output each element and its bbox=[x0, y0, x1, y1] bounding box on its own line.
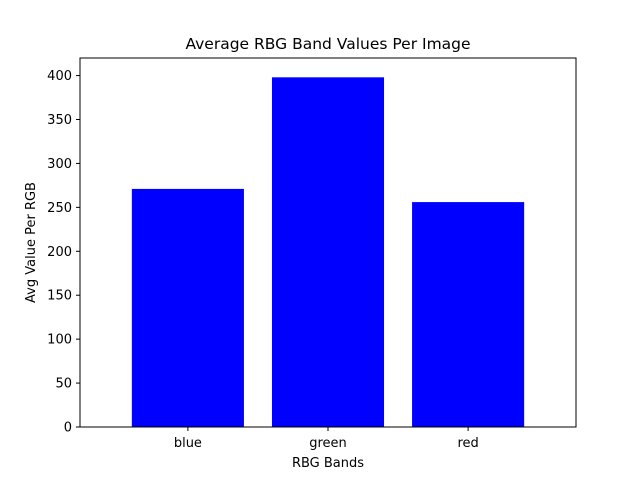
y-tick-label: 100 bbox=[47, 333, 72, 348]
x-axis-label: RBG Bands bbox=[292, 456, 364, 471]
y-tick-label: 150 bbox=[47, 289, 72, 304]
bar-blue bbox=[131, 188, 244, 427]
x-tick-label-red: red bbox=[457, 436, 478, 451]
y-tick-label: 300 bbox=[47, 157, 72, 172]
y-axis-ticks: 0 50 100 150 200 250 300 350 400 bbox=[47, 69, 80, 436]
y-tick-label: 50 bbox=[55, 377, 72, 392]
y-tick-label: 0 bbox=[64, 421, 72, 436]
y-axis-label: Avg Value Per RGB bbox=[24, 182, 39, 303]
bars-group bbox=[131, 77, 525, 427]
x-tick-label-green: green bbox=[309, 436, 347, 451]
y-tick-label: 350 bbox=[47, 113, 72, 128]
y-tick-label: 250 bbox=[47, 201, 72, 216]
x-tick-label-blue: blue bbox=[174, 436, 202, 451]
chart-title: Average RBG Band Values Per Image bbox=[185, 35, 470, 53]
bar-red bbox=[412, 202, 525, 427]
y-tick-label: 400 bbox=[47, 69, 72, 84]
bar-green bbox=[271, 77, 385, 427]
y-tick-label: 200 bbox=[47, 245, 72, 260]
x-axis-ticks: blue green red bbox=[174, 427, 479, 451]
